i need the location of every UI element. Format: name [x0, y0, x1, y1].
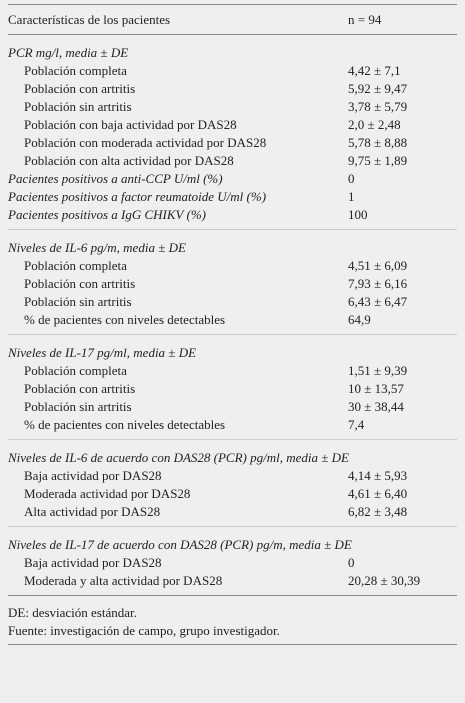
table-row: Moderada actividad por DAS28 4,61 ± 6,40 — [8, 485, 457, 503]
row-value: 1,51 ± 9,39 — [348, 363, 408, 378]
row-value: 5,92 ± 9,47 — [348, 81, 408, 96]
section-title: PCR mg/l, media ± DE — [8, 45, 129, 60]
table-row: Pacientes positivos a anti-CCP U/ml (%) 0 — [8, 170, 457, 188]
row-label: Baja actividad por DAS28 — [24, 468, 162, 483]
table-row: Alta actividad por DAS28 6,82 ± 3,48 — [8, 503, 457, 521]
row-label: Población con moderada actividad por DAS… — [24, 135, 267, 150]
table-row: Población con moderada actividad por DAS… — [8, 134, 457, 152]
section-title: Niveles de IL-17 de acuerdo con DAS28 (P… — [8, 537, 352, 552]
header-row: Características de los pacientes n = 94 — [8, 4, 457, 35]
row-label: Moderada actividad por DAS28 — [24, 486, 191, 501]
row-value: 7,4 — [348, 417, 365, 432]
row-label: Población completa — [24, 63, 127, 78]
section-title: Niveles de IL-6 de acuerdo con DAS28 (PC… — [8, 450, 349, 465]
table-row: Población completa 4,51 ± 6,09 — [8, 257, 457, 275]
row-value: 6,82 ± 3,48 — [348, 504, 408, 519]
row-label: Población con baja actividad por DAS28 — [24, 117, 237, 132]
row-value: 9,75 ± 1,89 — [348, 153, 408, 168]
table-row: Población sin artritis 30 ± 38,44 — [8, 398, 457, 416]
table-row: Población sin artritis 6,43 ± 6,47 — [8, 293, 457, 311]
row-label: Población con artritis — [24, 276, 136, 291]
table-row: Población completa 1,51 ± 9,39 — [8, 362, 457, 380]
row-value: 7,93 ± 6,16 — [348, 276, 408, 291]
row-value: 4,42 ± 7,1 — [348, 63, 401, 78]
section-title-row: Niveles de IL-17 de acuerdo con DAS28 (P… — [8, 536, 457, 554]
row-label: Población sin artritis — [24, 99, 132, 114]
section: Niveles de IL-6 de acuerdo con DAS28 (PC… — [8, 440, 457, 527]
row-label: Alta actividad por DAS28 — [24, 504, 161, 519]
table-row: Población con baja actividad por DAS28 2,… — [8, 116, 457, 134]
row-value: 10 ± 13,57 — [348, 381, 404, 396]
row-value: 1 — [348, 189, 355, 204]
table-row: Población con alta actividad por DAS28 9,… — [8, 152, 457, 170]
table-row: Pacientes positivos a factor reumatoide … — [8, 188, 457, 206]
row-value: 3,78 ± 5,79 — [348, 99, 408, 114]
row-value: 5,78 ± 8,88 — [348, 135, 408, 150]
row-value: 0 — [348, 555, 355, 570]
row-value: 6,43 ± 6,47 — [348, 294, 408, 309]
section: Niveles de IL-17 pg/ml, media ± DE Poblac… — [8, 335, 457, 440]
section-title-row: Niveles de IL-6 pg/m, media ± DE — [8, 239, 457, 257]
row-label: Población con alta actividad por DAS28 — [24, 153, 234, 168]
section-title: Niveles de IL-6 pg/m, media ± DE — [8, 240, 186, 255]
row-value: 4,61 ± 6,40 — [348, 486, 408, 501]
row-label: % de pacientes con niveles detectables — [24, 417, 226, 432]
row-value: 64,9 — [348, 312, 371, 327]
row-label: Moderada y alta actividad por DAS28 — [24, 573, 223, 588]
table-row: Población con artritis 7,93 ± 6,16 — [8, 275, 457, 293]
row-value: 20,28 ± 30,39 — [348, 573, 421, 588]
table-row: Población sin artritis 3,78 ± 5,79 — [8, 98, 457, 116]
section: Niveles de IL-17 de acuerdo con DAS28 (P… — [8, 527, 457, 596]
row-label: Población con artritis — [24, 381, 136, 396]
note: Fuente: investigación de campo, grupo in… — [8, 623, 280, 638]
table-row: Baja actividad por DAS28 0 — [8, 554, 457, 572]
row-label: Población sin artritis — [24, 294, 132, 309]
section-title-row: Niveles de IL-6 de acuerdo con DAS28 (PC… — [8, 449, 457, 467]
table-page: Características de los pacientes n = 94 … — [0, 4, 465, 703]
table-row: % de pacientes con niveles detectables 7,… — [8, 416, 457, 434]
row-value: 4,14 ± 5,93 — [348, 468, 408, 483]
table-row: Población con artritis 5,92 ± 9,47 — [8, 80, 457, 98]
row-value: 30 ± 38,44 — [348, 399, 404, 414]
row-label: Población sin artritis — [24, 399, 132, 414]
note: DE: desviación estándar. — [8, 605, 137, 620]
section-title-row: Niveles de IL-17 pg/ml, media ± DE — [8, 344, 457, 362]
section-title-row: PCR mg/l, media ± DE — [8, 44, 457, 62]
notes: DE: desviación estándar. Fuente: investig… — [8, 596, 457, 645]
row-label: Pacientes positivos a IgG CHIKV (%) — [8, 207, 206, 222]
header-cell: n = 94 — [348, 12, 382, 27]
row-label: Baja actividad por DAS28 — [24, 555, 162, 570]
row-label: Pacientes positivos a factor reumatoide … — [8, 189, 267, 204]
row-label: Población con artritis — [24, 81, 136, 96]
row-value: 2,0 ± 2,48 — [348, 117, 401, 132]
table-row: Moderada y alta actividad por DAS28 20,28… — [8, 572, 457, 590]
row-value: 4,51 ± 6,09 — [348, 258, 408, 273]
section: Niveles de IL-6 pg/m, media ± DE Població… — [8, 230, 457, 335]
table-row: Población completa 4,42 ± 7,1 — [8, 62, 457, 80]
table-row: Población con artritis 10 ± 13,57 — [8, 380, 457, 398]
row-label: % de pacientes con niveles detectables — [24, 312, 226, 327]
table-row: % de pacientes con niveles detectables 64… — [8, 311, 457, 329]
row-value: 100 — [348, 207, 368, 222]
row-value: 0 — [348, 171, 355, 186]
header-cell: Características de los pacientes — [8, 12, 171, 27]
row-label: Pacientes positivos a anti-CCP U/ml (%) — [8, 171, 223, 186]
table-body: PCR mg/l, media ± DE Población completa 4,… — [8, 35, 457, 596]
section: PCR mg/l, media ± DE Población completa 4,… — [8, 35, 457, 230]
table-row: Pacientes positivos a IgG CHIKV (%) 100 — [8, 206, 457, 224]
row-label: Población completa — [24, 258, 127, 273]
section-title: Niveles de IL-17 pg/ml, media ± DE — [8, 345, 197, 360]
row-label: Población completa — [24, 363, 127, 378]
table-row: Baja actividad por DAS28 4,14 ± 5,93 — [8, 467, 457, 485]
